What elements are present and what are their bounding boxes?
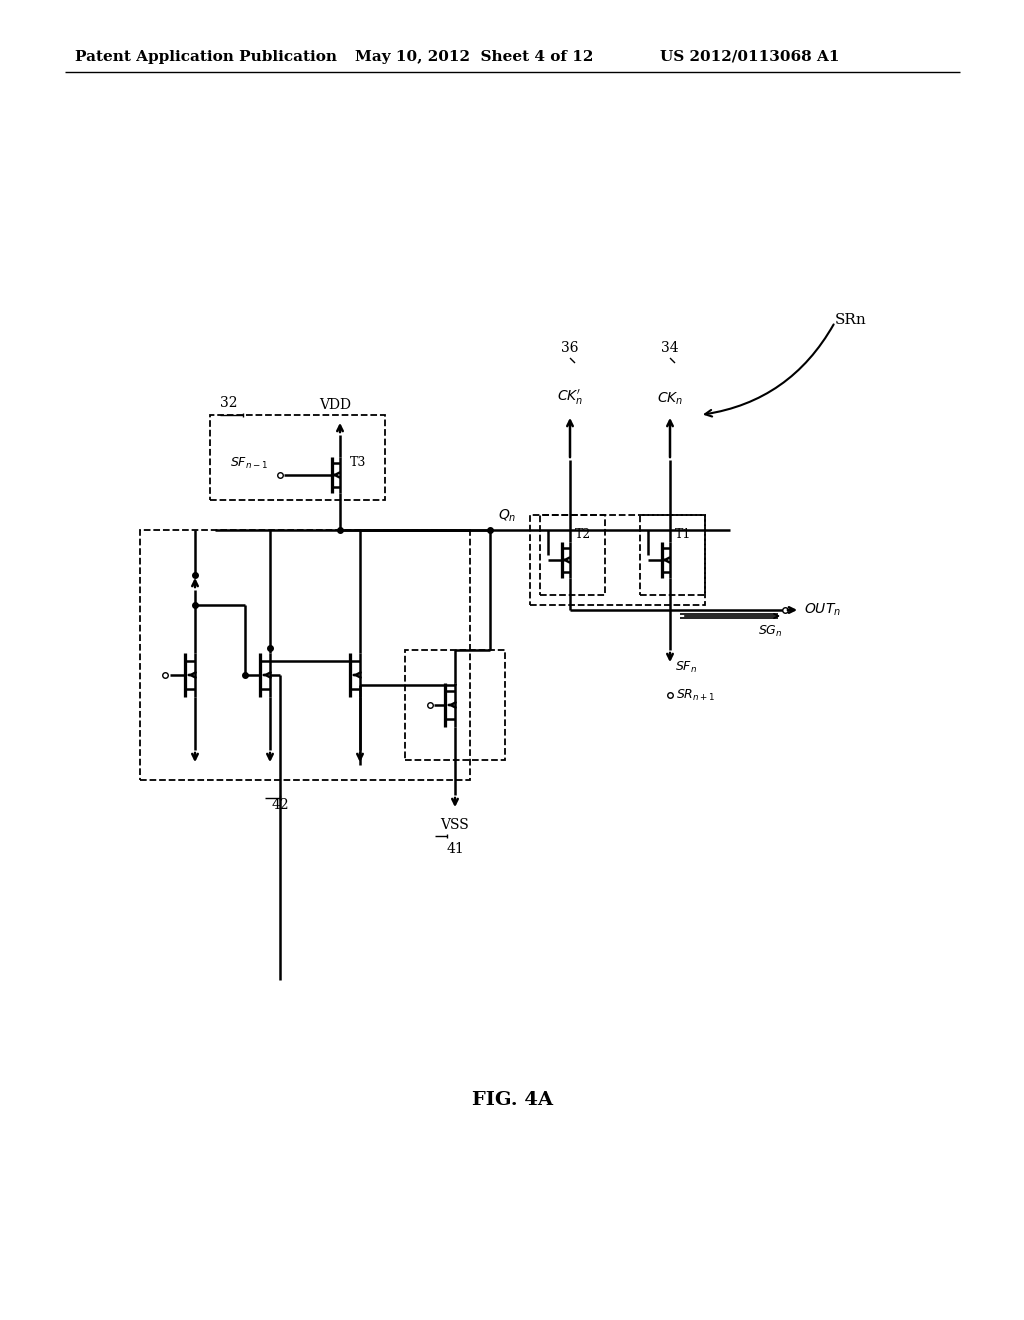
- Text: VDD: VDD: [319, 399, 351, 412]
- Text: $SR_{n+1}$: $SR_{n+1}$: [676, 688, 716, 702]
- Text: $SF_{n-1}$: $SF_{n-1}$: [230, 455, 268, 470]
- Text: $SF_n$: $SF_n$: [675, 660, 697, 675]
- Text: Patent Application Publication: Patent Application Publication: [75, 50, 337, 63]
- Text: 34: 34: [662, 341, 679, 355]
- Text: $OUT_n$: $OUT_n$: [804, 602, 841, 618]
- Text: $Q_n$: $Q_n$: [498, 508, 516, 524]
- Bar: [140, 531, 470, 780]
- Text: FIG. 4A: FIG. 4A: [471, 1092, 553, 1109]
- Text: US 2012/0113068 A1: US 2012/0113068 A1: [660, 50, 840, 63]
- Bar: [540, 515, 605, 595]
- Text: 42: 42: [271, 799, 289, 812]
- Text: VSS: VSS: [440, 818, 469, 832]
- Text: $SG_n$: $SG_n$: [758, 624, 782, 639]
- Text: T2: T2: [575, 528, 591, 541]
- Bar: [210, 414, 385, 500]
- Text: T3: T3: [350, 457, 367, 470]
- Text: SRn: SRn: [835, 313, 866, 327]
- Text: 32: 32: [220, 396, 238, 411]
- Bar: [530, 515, 705, 605]
- Text: May 10, 2012  Sheet 4 of 12: May 10, 2012 Sheet 4 of 12: [355, 50, 593, 63]
- Text: 36: 36: [561, 341, 579, 355]
- Text: $CK_n'$: $CK_n'$: [557, 388, 583, 407]
- Bar: [640, 515, 705, 595]
- Bar: [406, 649, 505, 760]
- Text: T1: T1: [675, 528, 691, 541]
- Text: $CK_n$: $CK_n$: [656, 391, 683, 407]
- Text: 41: 41: [446, 842, 464, 855]
